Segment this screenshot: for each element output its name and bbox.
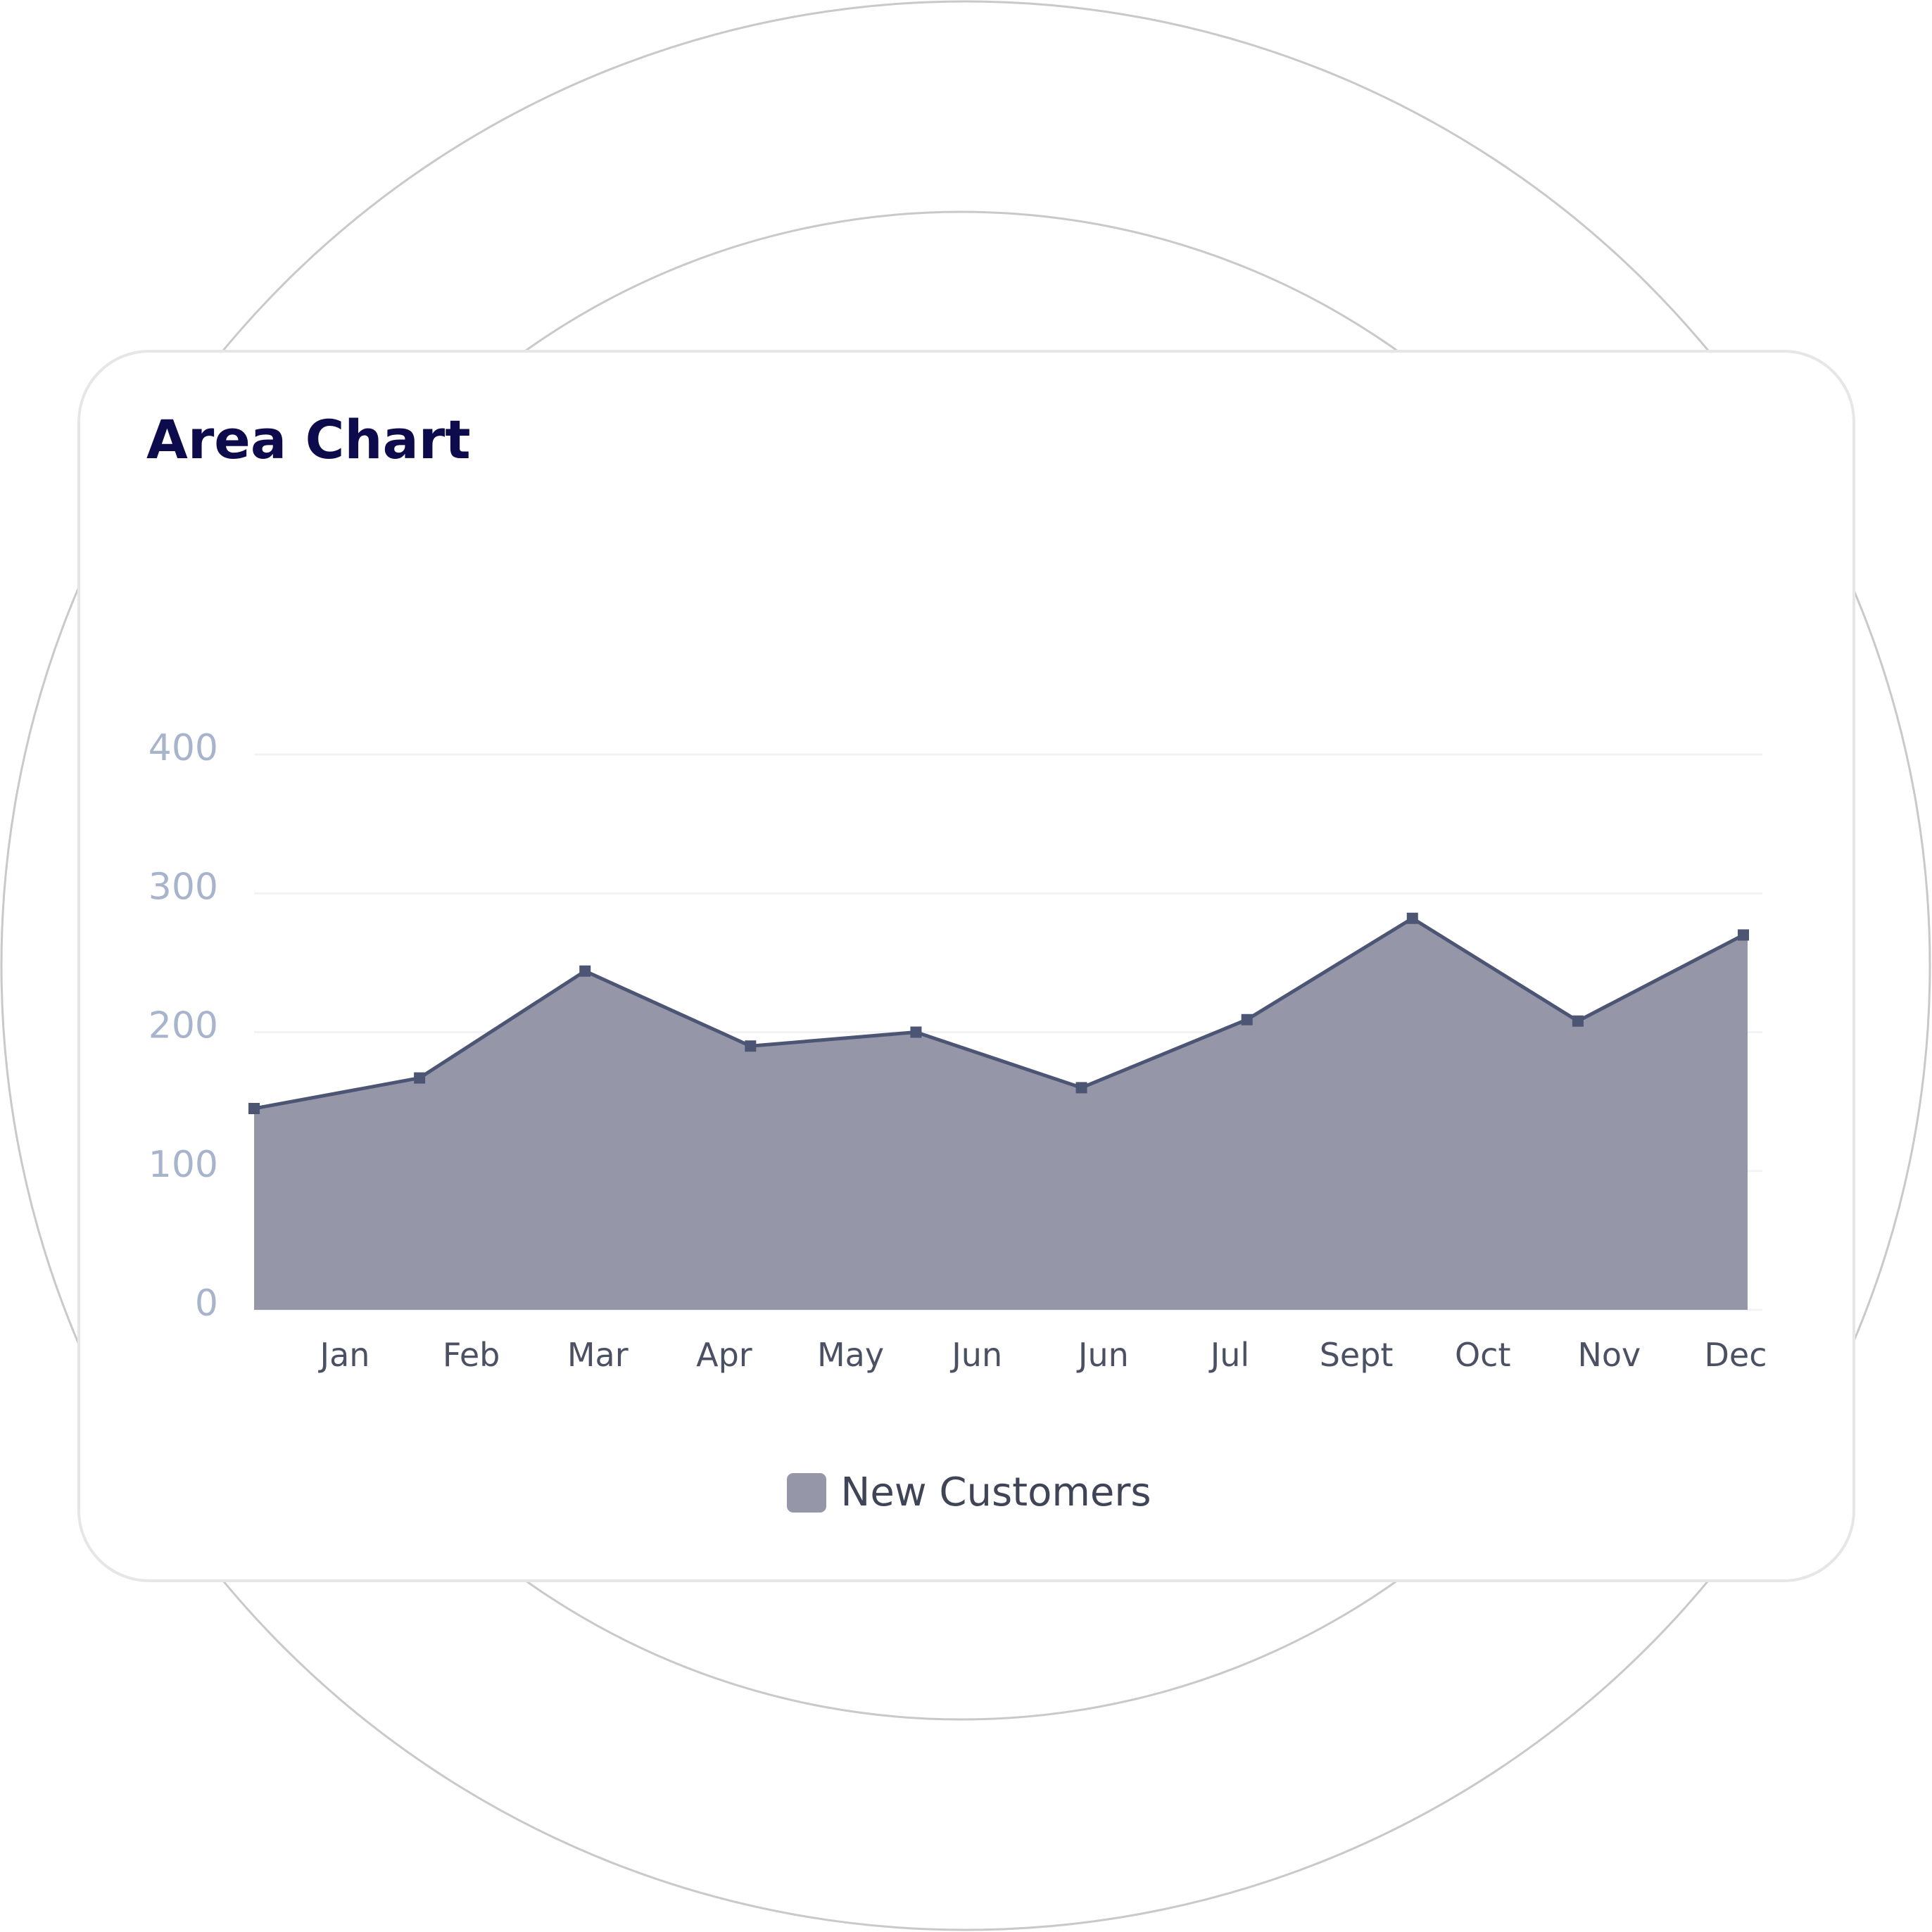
data-point-marker	[414, 1072, 426, 1084]
legend: New Customers	[80, 1473, 1858, 1513]
y-tick-label: 400	[149, 727, 218, 769]
x-axis-ticks: Jan Feb Mar Apr May Jun Jun Jul Sept Oct Nov Dec	[318, 1336, 1767, 1374]
area-layer	[254, 918, 1748, 1310]
x-tick-label: Sept	[1320, 1336, 1394, 1374]
data-point-marker	[1075, 1082, 1087, 1094]
data-point-marker	[1572, 1015, 1584, 1027]
y-tick-label: 200	[149, 1005, 218, 1047]
x-tick-label: Jun	[1076, 1336, 1129, 1374]
y-tick-label: 100	[149, 1144, 218, 1186]
x-tick-label: Jan	[318, 1336, 370, 1374]
series-area-new-customers	[254, 918, 1748, 1310]
x-tick-label: May	[817, 1336, 884, 1374]
x-tick-label: Apr	[696, 1336, 752, 1374]
data-point-marker	[248, 1102, 260, 1114]
y-axis-ticks: 0 100 200 300 400	[149, 727, 218, 1325]
data-point-marker	[1241, 1014, 1253, 1025]
data-point-marker	[745, 1040, 757, 1052]
x-tick-label: Jun	[949, 1336, 1002, 1374]
x-tick-label: Nov	[1577, 1336, 1641, 1374]
chart-title: Area Chart	[146, 408, 471, 471]
x-tick-label: Jul	[1208, 1336, 1250, 1374]
x-tick-label: Oct	[1455, 1336, 1511, 1374]
legend-label: New Customers	[840, 1470, 1151, 1515]
y-tick-label: 300	[149, 866, 218, 908]
line-layer	[253, 916, 1745, 1111]
markers	[248, 912, 1749, 1114]
area-chart: 0 100 200 300 400 Jan Feb Mar Apr May Jun Jun Jul Se…	[149, 727, 1767, 1374]
chart-card: Area Chart 0 100 200 300 400 Jan Feb Mar Apr May…	[77, 350, 1855, 1582]
data-point-marker	[1738, 929, 1749, 941]
x-tick-label: Feb	[443, 1336, 500, 1374]
data-point-marker	[1406, 912, 1418, 924]
x-tick-label: Mar	[567, 1336, 629, 1374]
data-point-marker	[579, 965, 591, 977]
y-tick-label: 0	[195, 1282, 218, 1325]
x-tick-label: Dec	[1704, 1336, 1767, 1374]
series-line-new-customers	[253, 916, 1745, 1111]
legend-swatch	[787, 1473, 827, 1513]
data-point-marker	[910, 1026, 922, 1038]
